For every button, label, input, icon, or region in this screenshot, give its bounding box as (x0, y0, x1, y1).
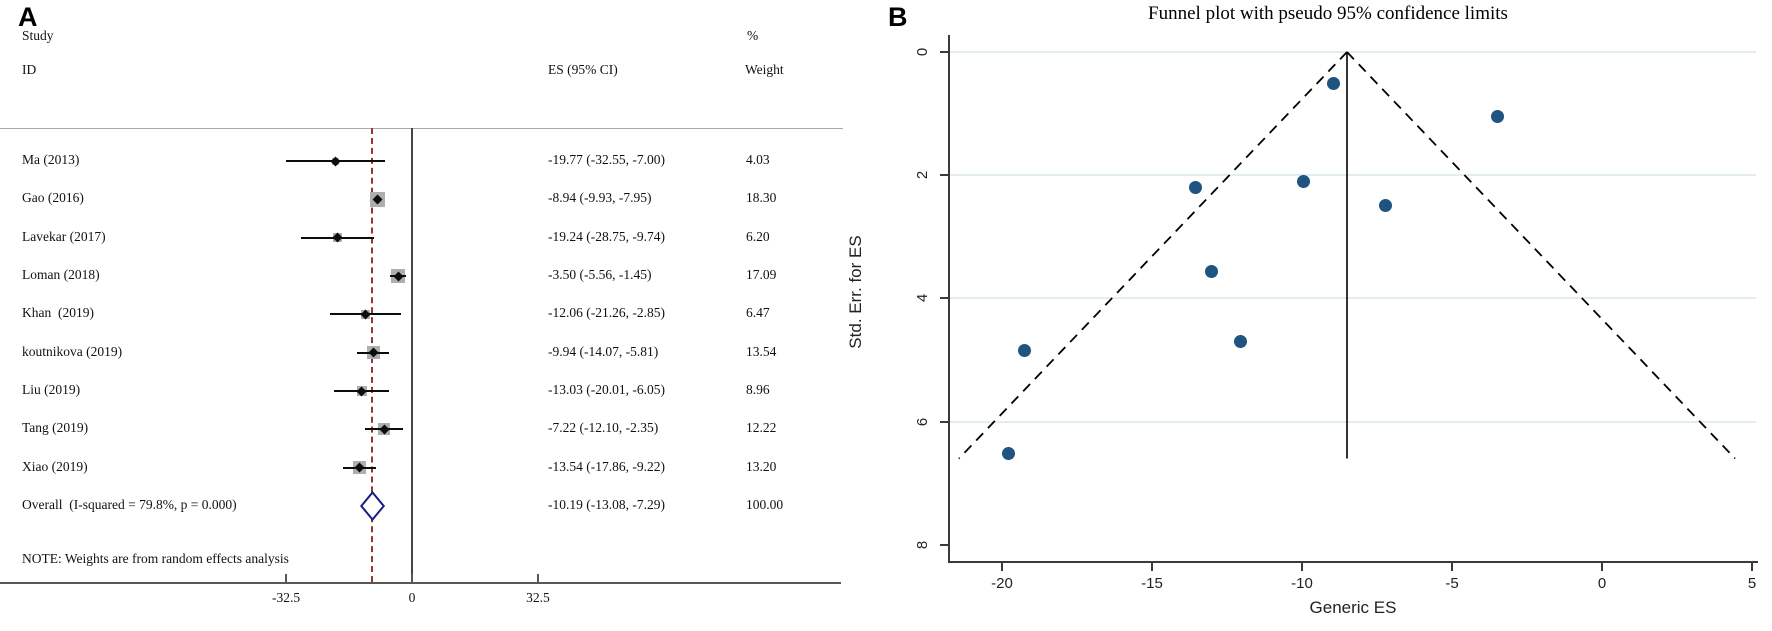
funnel-study-point (1002, 447, 1016, 461)
weight-value: 17.09 (746, 267, 777, 283)
funnel-y-tick (940, 543, 948, 546)
weight-value: 4.03 (746, 152, 770, 167)
funnel-y-tick-label: 4 (914, 294, 931, 303)
forest-header-percent: % (747, 28, 759, 43)
funnel-title: Funnel plot with pseudo 95% confidence l… (1148, 3, 1508, 24)
funnel-x-tick-label: -20 (991, 575, 1013, 592)
funnel-y-axis-line (948, 35, 950, 563)
es-ci-value: -13.54 (-17.86, -9.22) (548, 458, 665, 474)
study-label: Lavekar (2017) (22, 228, 106, 244)
es-ci-value: -8.94 (-9.93, -7.95) (548, 190, 652, 206)
study-label: Tang (2019) (22, 420, 89, 436)
funnel-y-tick-label: 6 (914, 417, 931, 426)
forest-axis-tick (536, 574, 539, 582)
weight-value: 12.22 (746, 420, 777, 436)
funnel-study-point (1189, 181, 1203, 195)
study-label: Khan (2019) (22, 305, 94, 321)
funnel-gridline (950, 297, 1756, 300)
forest-axis-tick (411, 574, 413, 582)
funnel-y-axis-title: Std. Err. for ES (846, 235, 865, 349)
funnel-x-tick (1151, 563, 1153, 571)
funnel-y-tick-label: 2 (914, 171, 931, 180)
weight-value: 13.54 (746, 343, 777, 359)
es-ci-value: -3.50 (-5.56, -1.45) (548, 267, 652, 283)
overall-label: Overall (I-squared = 79.8%, p = 0.000) (22, 497, 237, 512)
weight-value: 8.96 (746, 382, 770, 398)
funnel-y-tick-label: 0 (914, 47, 931, 57)
funnel-x-tick-label: 5 (1747, 575, 1757, 592)
forest-header-study: Study (22, 28, 54, 43)
funnel-y-tick (940, 297, 948, 300)
study-label: Xiao (2019) (22, 458, 88, 474)
funnel-x-tick (1751, 563, 1753, 571)
es-ci-value: -12.06 (-21.26, -2.85) (548, 305, 665, 321)
funnel-study-point (1327, 76, 1341, 90)
funnel-x-axis-title: Generic ES (1309, 598, 1397, 617)
funnel-gridline (950, 51, 1756, 53)
weight-value: 6.47 (746, 305, 770, 321)
es-ci-value: -19.77 (-32.55, -7.00) (548, 152, 665, 167)
funnel-gridline (950, 420, 1756, 423)
study-label: koutnikova (2019) (22, 343, 123, 359)
funnel-x-tick (1301, 563, 1303, 571)
es-ci-value: -9.94 (-14.07, -5.81) (548, 343, 659, 359)
weight-value: 18.30 (746, 190, 777, 206)
funnel-y-tick (940, 174, 948, 177)
forest-axis-tick-label: -32.5 (272, 590, 301, 605)
funnel-x-tick-label: -15 (1141, 575, 1163, 592)
es-ci-value: -13.03 (-20.01, -6.05) (548, 382, 665, 398)
funnel-x-tick (1601, 563, 1603, 571)
study-label: Gao (2016) (22, 190, 84, 206)
forest-note: NOTE: Weights are from random effects an… (22, 551, 289, 566)
funnel-y-tick (940, 420, 948, 423)
funnel-study-point (1378, 198, 1392, 212)
funnel-gridline (950, 174, 1756, 177)
forest-zero-line (411, 128, 413, 582)
study-label: Loman (2018) (22, 267, 100, 283)
overall-weight-value: 100.00 (746, 497, 784, 512)
forest-header-separator (0, 128, 843, 129)
forest-header-weight: Weight (745, 62, 784, 77)
forest-x-axis-line (0, 582, 841, 584)
funnel-x-tick (1451, 563, 1453, 571)
funnel-study-point (1018, 344, 1032, 358)
forest-axis-tick-label: 0 (408, 590, 416, 605)
funnel-x-tick-label: -10 (1291, 575, 1313, 592)
funnel-x-tick-label: -5 (1445, 575, 1459, 592)
funnel-x-axis-line (948, 561, 1758, 563)
funnel-x-tick-label: 0 (1597, 575, 1607, 592)
es-ci-value: -19.24 (-28.75, -9.74) (548, 228, 665, 244)
overall-es-ci-value: -10.19 (-13.08, -7.29) (548, 497, 665, 512)
funnel-study-point (1297, 175, 1311, 189)
forest-axis-tick-label: 32.5 (526, 590, 550, 605)
funnel-x-tick (1001, 563, 1003, 571)
funnel-right-ci-line (1346, 51, 1736, 460)
panel-a-label: A (18, 2, 38, 32)
funnel-study-point (1233, 335, 1247, 349)
forest-header-es-ci: ES (95% CI) (548, 62, 618, 77)
es-ci-value: -7.22 (-12.10, -2.35) (548, 420, 659, 436)
funnel-y-tick (940, 51, 948, 53)
study-label: Ma (2013) (22, 152, 80, 167)
funnel-y-tick-label: 8 (914, 540, 931, 549)
panel-b-label: B (888, 2, 908, 32)
weight-value: 13.20 (746, 458, 777, 474)
funnel-study-point (1490, 110, 1504, 124)
weight-value: 6.20 (746, 228, 770, 244)
funnel-study-point (1204, 264, 1218, 278)
forest-axis-tick (285, 574, 288, 582)
funnel-left-ci-line (958, 51, 1348, 460)
study-label: Liu (2019) (22, 382, 81, 398)
forest-header-id: ID (22, 62, 37, 77)
